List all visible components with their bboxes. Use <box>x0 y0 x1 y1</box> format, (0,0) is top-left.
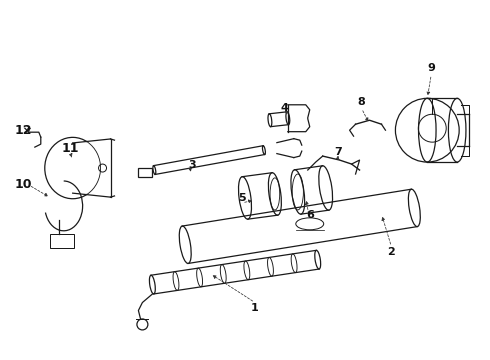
Text: 5: 5 <box>238 193 246 203</box>
Text: 2: 2 <box>388 247 395 257</box>
Text: 11: 11 <box>62 141 79 155</box>
Text: 7: 7 <box>334 147 342 157</box>
Text: 4: 4 <box>281 103 289 113</box>
Text: 10: 10 <box>14 179 32 192</box>
Text: 3: 3 <box>188 160 196 170</box>
Text: 6: 6 <box>306 210 314 220</box>
Text: 12: 12 <box>14 124 32 137</box>
Text: 1: 1 <box>251 302 259 312</box>
Text: 9: 9 <box>427 63 435 73</box>
Text: 8: 8 <box>358 97 366 107</box>
